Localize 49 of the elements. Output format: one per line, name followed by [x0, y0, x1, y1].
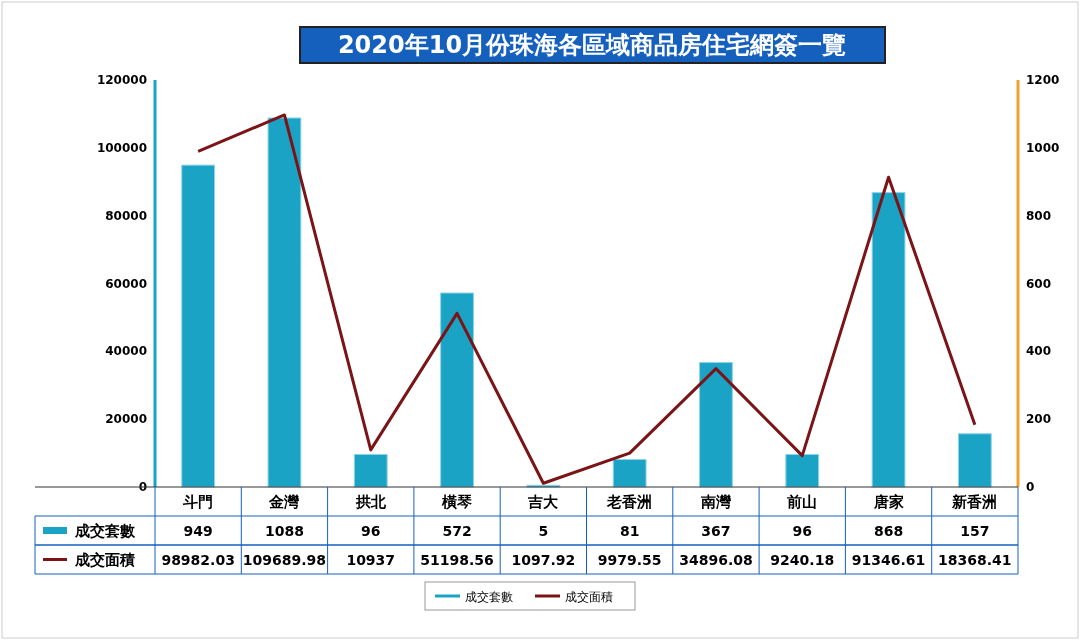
data-label: 51198.56	[420, 552, 494, 568]
x-tick-label: 南灣	[699, 493, 732, 511]
y-tick-label: 100000	[96, 140, 147, 155]
y2-tick-label: 1000	[1026, 140, 1060, 155]
y2-tick-label: 400	[1026, 344, 1052, 359]
data-label: 949	[183, 523, 213, 539]
data-label: 868	[873, 523, 904, 539]
y-tick-label: 120000	[96, 73, 147, 87]
data-label: 10937	[346, 552, 396, 568]
y2-tick-label: 200	[1026, 412, 1052, 427]
data-label: 5	[538, 523, 549, 539]
x-tick-label: 拱北	[354, 493, 387, 511]
x-tick-label: 吉大	[527, 493, 560, 511]
data-label: 157	[960, 523, 990, 539]
data-label: 34896.08	[679, 552, 753, 568]
data-label: 367	[701, 523, 731, 539]
data-label: 572	[442, 523, 472, 539]
data-label: 9240.18	[770, 552, 835, 568]
data-label: 96	[361, 523, 381, 539]
x-tick-label: 斗門	[182, 493, 214, 511]
data-label: 81	[619, 523, 640, 539]
data-label: 1097.92	[511, 552, 576, 568]
x-tick-label: 金灣	[268, 493, 301, 511]
y-tick-label: 0	[138, 480, 147, 494]
x-tick-label: 前山	[786, 493, 818, 511]
data-label: 18368.41	[938, 552, 1012, 568]
y-tick-label: 80000	[105, 208, 147, 223]
y2-tick-label: 600	[1026, 276, 1052, 291]
y-tick-label: 20000	[105, 412, 147, 427]
x-tick-label: 老香洲	[606, 493, 653, 511]
data-label: 91346.61	[851, 552, 926, 568]
data-label: 109689.98	[242, 552, 327, 568]
y2-tick-label: 1200	[1026, 73, 1060, 87]
data-label: 98982.03	[161, 552, 235, 568]
x-tick-label: 橫琴	[441, 493, 473, 511]
x-tick-label: 唐家	[872, 493, 904, 511]
legend-label: 成交套數	[74, 522, 136, 540]
x-tick-label: 新香洲	[951, 493, 998, 511]
data-label: 1088	[264, 523, 304, 539]
y-tick-label: 40000	[105, 344, 147, 359]
text: 成交套數	[465, 590, 513, 604]
legend-label: 成交面積	[74, 551, 135, 569]
y2-tick-label: 0	[1026, 480, 1035, 494]
data-label: 9979.55	[597, 552, 662, 568]
chart-title: 2020年10月份珠海各區域商品房住宅網簽一覽	[337, 31, 847, 59]
text: 成交面積	[565, 590, 613, 604]
y2-tick-label: 800	[1026, 208, 1052, 223]
data-label: 96	[792, 523, 812, 539]
y-tick-label: 60000	[105, 276, 147, 291]
